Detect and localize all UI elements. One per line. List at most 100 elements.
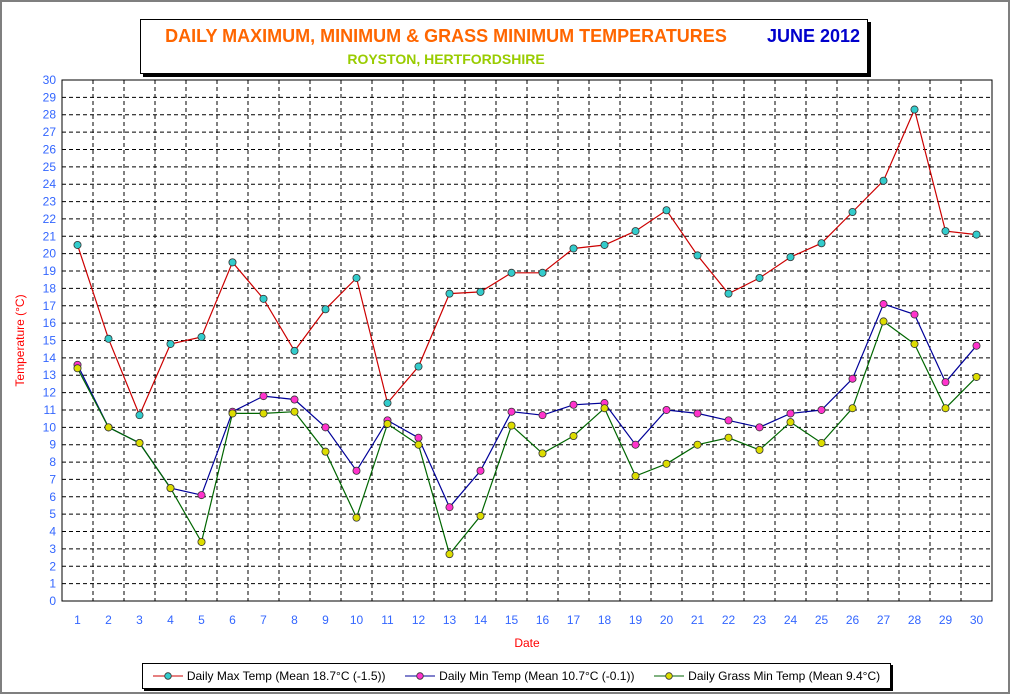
x-tick-label: 28	[908, 613, 922, 627]
data-point-max	[662, 206, 671, 215]
title-box: DAILY MAXIMUM, MINIMUM & GRASS MINIMUM T…	[140, 19, 868, 74]
data-point-max	[228, 258, 237, 267]
y-tick-label: 13	[43, 368, 57, 382]
data-point-min	[662, 405, 671, 414]
x-tick-labels: 1 2 3 4 5 6 7 8 9 10 11 12 13 14 15 16 17 18 19 20 21 22 23 24 2…	[74, 613, 983, 627]
data-point-max	[104, 334, 113, 343]
series-grass	[73, 317, 981, 559]
x-tick-label: 10	[350, 613, 364, 627]
x-tick-label: 15	[505, 613, 519, 627]
data-point-grass	[321, 447, 330, 456]
x-tick-label: 4	[167, 613, 174, 627]
data-point-min	[631, 440, 640, 449]
data-point-grass	[507, 421, 516, 430]
data-point-grass	[166, 484, 175, 493]
data-point-grass	[476, 511, 485, 520]
y-tick-label: 22	[43, 212, 57, 226]
legend-max-symbol	[152, 672, 183, 680]
data-point-max	[445, 289, 454, 298]
y-tick-label: 27	[43, 125, 57, 139]
data-point-min	[724, 416, 733, 425]
data-point-max	[352, 273, 361, 282]
data-point-min	[197, 491, 206, 500]
x-tick-label: 19	[629, 613, 643, 627]
y-tick-label: 29	[43, 90, 57, 104]
y-tick-label: 20	[43, 247, 57, 261]
data-point-max	[135, 411, 144, 420]
data-point-grass	[259, 409, 268, 418]
y-tick-label: 17	[43, 299, 57, 313]
data-point-max	[786, 253, 795, 262]
data-point-min	[910, 310, 919, 319]
legend-grass-symbol	[654, 672, 685, 680]
legend-grass-label: Daily Grass Min Temp (Mean 9.4°C)	[688, 669, 881, 683]
data-point-max	[755, 273, 764, 282]
y-tick-label: 21	[43, 229, 57, 243]
x-axis-label: Date	[514, 636, 540, 650]
data-point-grass	[383, 419, 392, 428]
x-tick-label: 24	[784, 613, 798, 627]
data-point-max	[848, 207, 857, 216]
data-point-grass	[352, 513, 361, 522]
y-tick-label: 4	[49, 525, 56, 539]
data-point-grass	[600, 404, 609, 413]
y-tick-label: 30	[43, 73, 57, 87]
data-point-grass	[724, 433, 733, 442]
y-tick-label: 15	[43, 334, 57, 348]
y-tick-label: 0	[49, 594, 56, 608]
data-point-grass	[941, 404, 950, 413]
data-point-min	[817, 405, 826, 414]
legend-item-max: Daily Max Temp (Mean 18.7°C (-1.5))	[152, 669, 385, 683]
data-point-max	[414, 362, 423, 371]
y-tick-label: 24	[43, 177, 57, 191]
data-point-max	[879, 176, 888, 185]
chart-legend: Daily Max Temp (Mean 18.7°C (-1.5)) Dail…	[142, 663, 891, 689]
data-point-grass	[135, 438, 144, 447]
y-tick-label: 26	[43, 142, 57, 156]
data-point-grass	[879, 317, 888, 326]
data-point-grass	[631, 471, 640, 480]
y-tick-label: 9	[49, 438, 56, 452]
x-tick-label: 27	[877, 613, 891, 627]
x-tick-label: 14	[474, 613, 488, 627]
series-line-min	[76, 303, 977, 509]
y-tick-label: 7	[49, 472, 56, 486]
series-max	[73, 105, 981, 420]
x-tick-label: 17	[567, 613, 581, 627]
x-tick-label: 12	[412, 613, 426, 627]
data-point-grass	[197, 537, 206, 546]
data-point-max	[476, 287, 485, 296]
chart-subtitle: ROYSTON, HERTFORDSHIRE	[347, 51, 545, 67]
y-tick-label: 3	[49, 542, 56, 556]
x-tick-label: 18	[598, 613, 612, 627]
data-point-max	[290, 346, 299, 355]
y-tick-label: 10	[43, 420, 57, 434]
data-point-max	[197, 333, 206, 342]
legend-min-label: Daily Min Temp (Mean 10.7°C (-0.1))	[439, 669, 635, 683]
x-tick-label: 6	[229, 613, 236, 627]
y-tick-label: 8	[49, 455, 56, 469]
y-tick-label: 6	[49, 490, 56, 504]
data-point-grass	[290, 407, 299, 416]
chart-plot: 0123456789101112131415161718192021222324…	[13, 73, 993, 650]
legend-min-symbol	[405, 672, 436, 680]
data-point-max	[73, 240, 82, 249]
data-point-grass	[972, 372, 981, 381]
data-point-max	[507, 268, 516, 277]
data-point-max	[569, 244, 578, 253]
data-point-max	[972, 230, 981, 239]
data-point-grass	[538, 449, 547, 458]
data-point-max	[817, 239, 826, 248]
data-point-max	[693, 251, 702, 260]
y-tick-label: 12	[43, 386, 57, 400]
data-point-grass	[755, 445, 764, 454]
series-line-max	[76, 107, 977, 417]
x-tick-label: 5	[198, 613, 205, 627]
data-point-grass	[817, 438, 826, 447]
y-tick-label: 28	[43, 108, 57, 122]
data-point-min	[352, 466, 361, 475]
data-point-min	[879, 300, 888, 309]
data-point-min	[259, 392, 268, 401]
data-point-min	[848, 374, 857, 383]
x-tick-label: 2	[105, 613, 112, 627]
